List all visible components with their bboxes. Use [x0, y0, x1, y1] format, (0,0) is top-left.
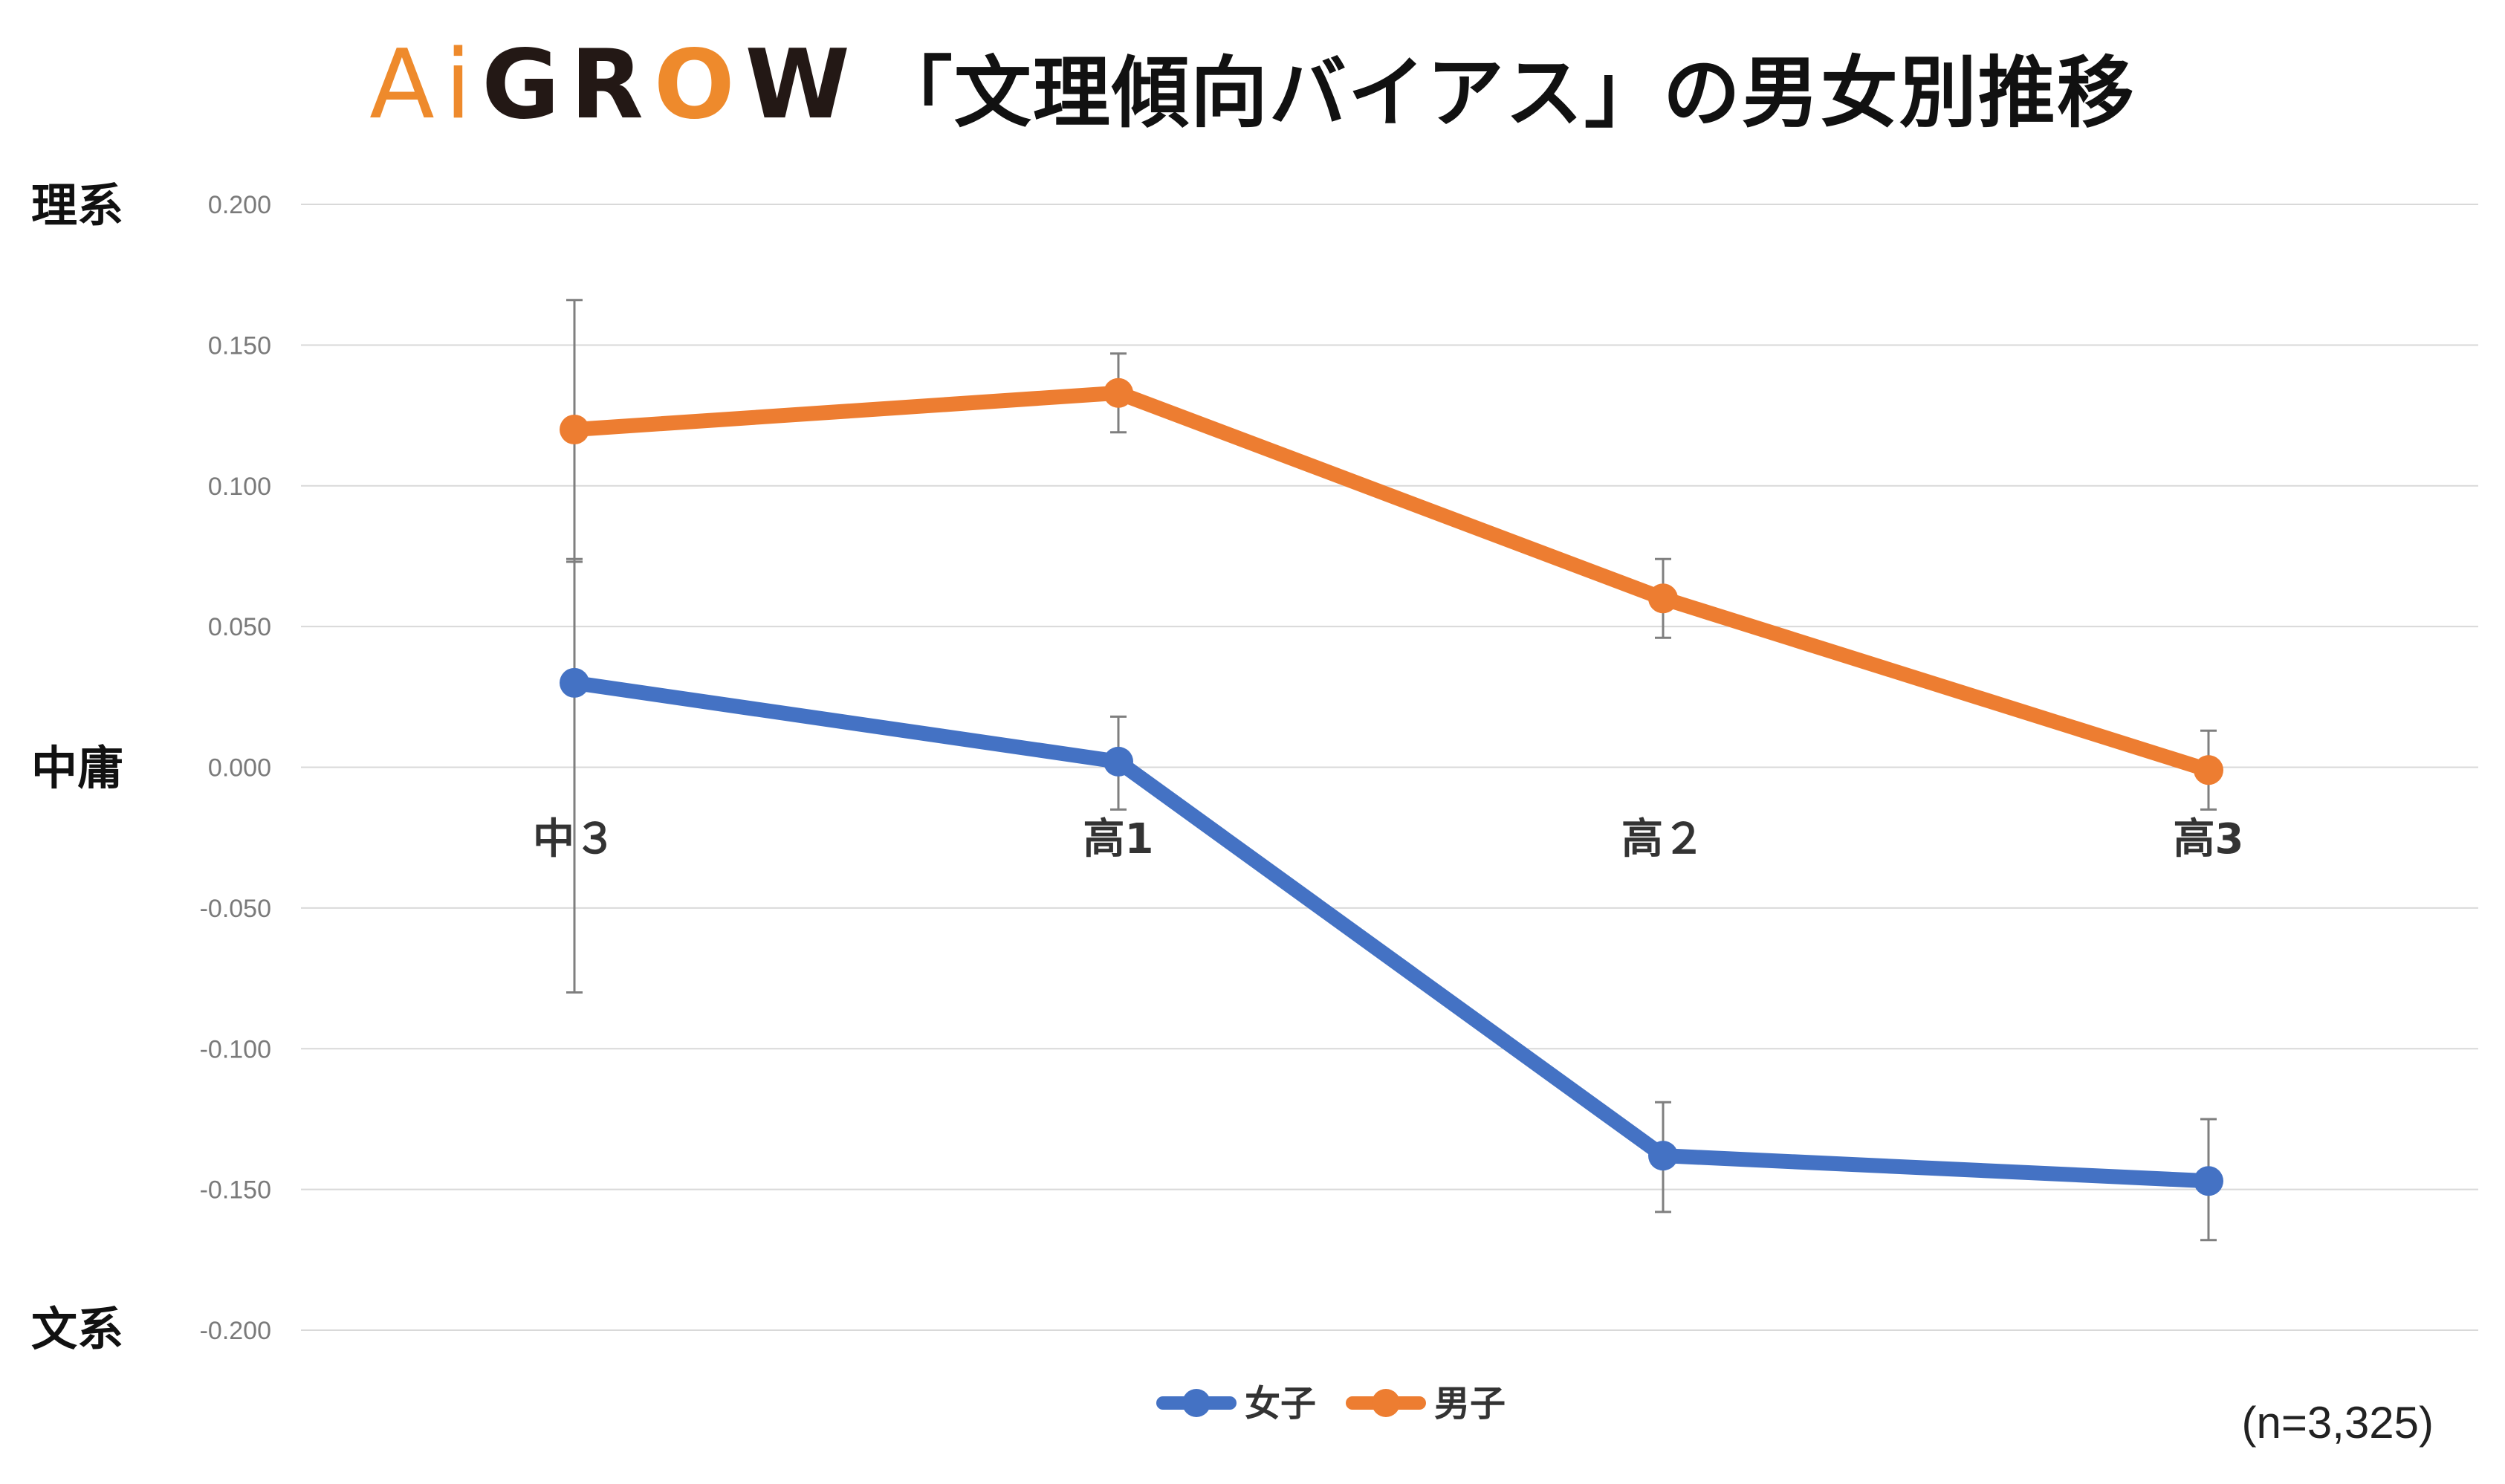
y-tick-label: 0.100	[208, 473, 271, 501]
title-row: Ai GR O W 「文理傾向バイアス」の男女別推移	[0, 30, 2505, 141]
legend-marker-male	[1372, 1389, 1400, 1417]
logo-gr-text: GR	[482, 30, 654, 140]
x-tick-label: 高1	[1083, 815, 1154, 863]
data-point-female	[1104, 746, 1133, 777]
data-point-male	[2194, 755, 2223, 785]
y-tick-label: 0.000	[208, 754, 271, 782]
data-point-female	[2194, 1166, 2223, 1196]
y-tick-label: -0.050	[200, 895, 271, 923]
y-tick-label: 0.200	[208, 191, 271, 219]
side-label-science: 理系	[31, 178, 123, 233]
chart-title: 「文理傾向バイアス」の男女別推移	[875, 47, 2136, 138]
legend-label-female: 女子	[1245, 1383, 1316, 1425]
side-label-neutral: 中庸	[31, 741, 123, 795]
sample-size-note: (n=3,325)	[2241, 1398, 2434, 1448]
data-point-female	[560, 667, 589, 698]
logo-o-text: O	[653, 30, 745, 140]
x-tick-label: 高２	[1621, 815, 1705, 863]
data-series	[560, 299, 2223, 1242]
y-tick-label: 0.050	[208, 613, 271, 641]
series-line-female	[567, 675, 2216, 1189]
legend: 女子 男子	[1156, 1383, 1506, 1425]
x-axis-ticks: 中３ 高1 高２ 高3	[533, 815, 2243, 863]
data-point-female	[1648, 1141, 1678, 1171]
series-line-male	[567, 385, 2216, 778]
error-bars-male	[566, 299, 2217, 811]
side-label-humanities: 文系	[31, 1302, 123, 1356]
error-bars-female	[566, 557, 2217, 1242]
y-axis-category-labels: 理系 中庸 文系	[31, 178, 123, 1356]
gridlines	[301, 204, 2478, 1331]
data-point-male	[560, 415, 589, 444]
data-point-male	[1104, 378, 1133, 408]
logo-w-text: W	[745, 30, 861, 140]
y-axis-ticks: 0.200 0.150 0.100 0.050 0.000 -0.050 -0.100 -0.…	[200, 191, 271, 1345]
logo-ai-text: Ai	[369, 30, 482, 140]
y-tick-label: -0.100	[200, 1035, 271, 1063]
data-point-male	[1648, 583, 1678, 614]
legend-marker-female	[1182, 1389, 1211, 1417]
y-tick-label: -0.150	[200, 1176, 271, 1205]
legend-label-male: 男子	[1434, 1383, 1506, 1425]
y-tick-label: -0.200	[200, 1317, 271, 1345]
brand-logo: Ai GR O W	[369, 38, 861, 133]
x-tick-label: 高3	[2174, 815, 2244, 863]
y-tick-label: 0.150	[208, 331, 271, 360]
